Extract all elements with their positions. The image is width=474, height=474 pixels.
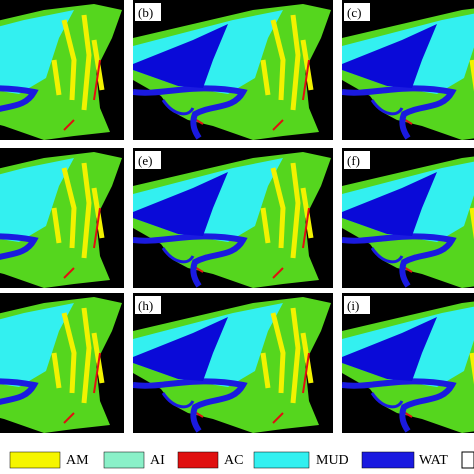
- map-panel: [0, 0, 124, 140]
- legend-swatch: [177, 451, 219, 469]
- legend-swatch: [461, 451, 474, 469]
- legend-label: AC: [224, 453, 243, 468]
- label-box: [344, 296, 370, 314]
- legend-swatch: [361, 451, 415, 469]
- map-panel: [133, 148, 333, 288]
- legend-swatch: [103, 451, 145, 469]
- panel-label: (c): [347, 5, 361, 20]
- map-panel: [133, 293, 333, 433]
- map-panel: [133, 0, 333, 140]
- label-box: [344, 3, 370, 21]
- map-panel: [0, 293, 124, 433]
- label-box: [344, 151, 370, 169]
- legend: AM AI AC MUD WAT: [9, 451, 474, 469]
- panel-label: (e): [138, 153, 152, 168]
- panel-label: (f): [347, 153, 360, 168]
- panel-label: (h): [138, 298, 153, 313]
- panel-label: (b): [138, 5, 153, 20]
- label-box: [135, 151, 161, 169]
- legend-swatch: [9, 451, 61, 469]
- legend-label: AM: [66, 453, 89, 468]
- legend-label: WAT: [419, 453, 448, 468]
- legend-label: MUD: [316, 453, 349, 468]
- map-panel: [0, 148, 124, 288]
- legend-swatch: [253, 451, 310, 469]
- label-box: [135, 3, 161, 21]
- legend-label: AI: [150, 453, 165, 468]
- label-box: [135, 296, 161, 314]
- panel-label: (i): [347, 298, 359, 313]
